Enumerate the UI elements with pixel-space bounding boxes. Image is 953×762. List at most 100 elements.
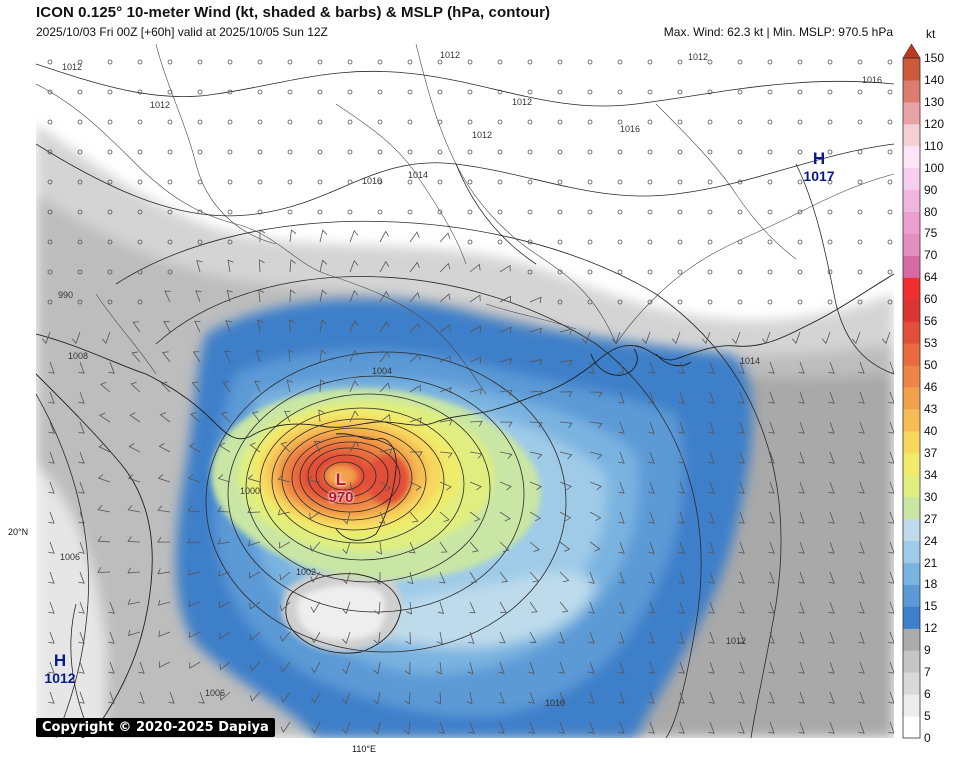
isobar-label: 1002 [296, 567, 317, 577]
calm-wind-marker [677, 149, 683, 155]
calm-wind-marker [647, 119, 653, 125]
calm-wind-marker [317, 89, 323, 95]
calm-wind-marker [677, 299, 683, 305]
colorbar-tick-label: 75 [924, 226, 938, 241]
wind-barb [409, 292, 421, 303]
wind-barb [407, 571, 414, 585]
colorbar-swatch [903, 430, 920, 454]
calm-wind-marker [137, 209, 143, 215]
wind-barb [768, 571, 775, 584]
calm-wind-marker [467, 239, 473, 245]
wind-barb [738, 631, 745, 644]
calm-wind-marker [47, 209, 53, 215]
wind-barb [288, 349, 295, 363]
calm-wind-marker [857, 269, 863, 275]
wind-barb [257, 319, 264, 333]
wind-barb [798, 391, 805, 404]
wind-barb [529, 481, 542, 491]
wind-barb [379, 260, 390, 273]
wind-barb [409, 353, 421, 363]
wind-barb [708, 661, 715, 674]
wind-barb [828, 421, 835, 434]
wind-barb [277, 474, 291, 483]
wind-barb [529, 359, 543, 366]
wind-barb [48, 661, 55, 674]
wind-barb [157, 536, 171, 543]
calm-wind-marker [647, 269, 653, 275]
wind-barb [218, 442, 231, 453]
wind-barbs [41, 59, 894, 735]
wind-barb [738, 721, 745, 734]
calm-wind-marker [587, 149, 593, 155]
colorbar-swatch [903, 189, 920, 213]
colorbar-swatch [903, 716, 920, 739]
wind-barb [187, 505, 201, 513]
calm-wind-marker [797, 179, 803, 185]
wind-barb [409, 417, 422, 424]
colorbar-tick-label: 50 [924, 358, 938, 373]
calm-wind-marker [857, 59, 863, 65]
wind-barb [258, 289, 265, 303]
wind-barb [588, 721, 595, 734]
calm-wind-marker [287, 119, 293, 125]
calm-wind-marker [737, 239, 743, 245]
calm-wind-marker [347, 179, 353, 185]
calm-wind-marker [407, 119, 413, 125]
calm-wind-marker [617, 179, 623, 185]
wind-barb [738, 691, 745, 704]
wind-barb [127, 629, 141, 637]
wind-barb [41, 331, 51, 345]
calm-wind-marker [827, 239, 833, 245]
calm-wind-marker [437, 89, 443, 95]
wind-barb [529, 451, 543, 460]
calm-wind-marker [647, 89, 653, 95]
calm-wind-marker [287, 59, 293, 65]
calm-wind-marker [377, 209, 383, 215]
wind-barb [78, 481, 85, 494]
calm-wind-marker [677, 179, 683, 185]
wind-barb [588, 661, 595, 674]
calm-wind-marker [617, 299, 623, 305]
calm-wind-marker [407, 89, 413, 95]
colorbar-swatch [903, 408, 920, 432]
calm-wind-marker [857, 179, 863, 185]
calm-wind-marker [737, 59, 743, 65]
borders [36, 44, 894, 395]
calm-wind-marker [737, 179, 743, 185]
calm-wind-marker [467, 89, 473, 95]
wind-barb [309, 511, 321, 520]
colorbar-swatch [903, 299, 920, 322]
wind-barb [559, 511, 572, 522]
wind-barb [97, 505, 111, 513]
calm-wind-marker [677, 209, 683, 215]
wind-barb [648, 451, 655, 464]
calm-wind-marker [797, 239, 803, 245]
high-symbol: H [812, 149, 826, 168]
wind-barb [404, 661, 411, 675]
wind-barb [280, 721, 291, 733]
isobar-label: 1012 [62, 62, 83, 72]
wind-barb [190, 411, 201, 423]
wind-barb [648, 391, 655, 404]
wind-barb [469, 294, 481, 303]
calm-wind-marker [227, 89, 233, 95]
colorbar-tick-label: 7 [924, 665, 931, 680]
calm-wind-marker [467, 119, 473, 125]
wind-barb [48, 541, 55, 554]
calm-wind-marker [677, 59, 683, 65]
wind-barb [78, 661, 85, 674]
calm-wind-marker [707, 149, 713, 155]
calm-wind-marker [587, 209, 593, 215]
wind-barb [157, 505, 171, 513]
wind-barb [678, 451, 685, 464]
colorbar-tick-label: 18 [924, 577, 938, 592]
calm-wind-marker [227, 179, 233, 185]
high-symbol: H [53, 651, 67, 670]
wind-barb [48, 601, 55, 614]
wind-barb [858, 691, 865, 704]
wind-barb [98, 443, 111, 453]
wind-barb [888, 601, 894, 614]
wind-barb [648, 661, 655, 674]
calm-wind-marker [317, 59, 323, 65]
colorbar-swatch [903, 343, 920, 366]
